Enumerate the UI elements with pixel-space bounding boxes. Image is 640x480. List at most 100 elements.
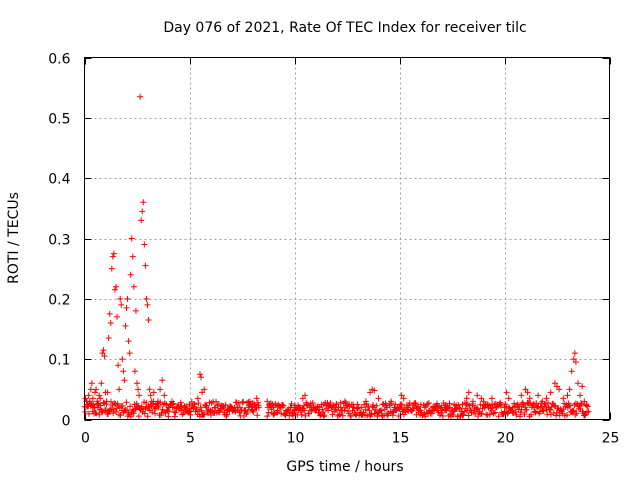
band-point (244, 409, 251, 416)
band-point (320, 413, 327, 420)
data-point (84, 401, 91, 408)
band-point (490, 410, 497, 417)
data-point (425, 407, 432, 414)
band-point (246, 398, 253, 405)
grid-lines (84, 57, 610, 420)
data-point (165, 404, 172, 411)
data-point (128, 235, 135, 242)
data-point (404, 404, 411, 411)
band-point (581, 412, 588, 419)
band-point (239, 399, 246, 406)
data-point (138, 217, 145, 224)
band-point (341, 407, 348, 414)
band-point (465, 412, 472, 419)
band-point (119, 402, 126, 409)
y-tick-label: 0.5 (48, 112, 70, 128)
data-point (211, 404, 218, 411)
band-point (500, 411, 507, 418)
band-point (564, 411, 571, 418)
band-point (223, 413, 230, 420)
data-point (251, 401, 258, 408)
data-point (329, 404, 336, 411)
band-point (289, 412, 296, 419)
band-point (138, 403, 145, 410)
data-point (157, 386, 164, 393)
x-tick-label: 15 (392, 431, 410, 447)
band-point (298, 411, 305, 418)
data-point (137, 93, 144, 100)
data-point (398, 392, 405, 399)
data-point (163, 401, 170, 408)
data-point (560, 395, 567, 402)
band-point (250, 408, 257, 415)
data-point (115, 362, 122, 369)
band-point (517, 413, 524, 420)
band-point (531, 408, 538, 415)
x-tick-labels: 0 5 10 15 20 25 (81, 431, 619, 447)
data-point (88, 380, 95, 387)
band-point (429, 408, 436, 415)
data-point (147, 392, 154, 399)
data-point (480, 398, 487, 405)
band-point (544, 399, 551, 406)
band-point (364, 412, 371, 419)
data-point (522, 386, 529, 393)
data-point (139, 208, 146, 215)
data-point (501, 404, 508, 411)
x-tick-label: 0 (81, 431, 90, 447)
data-point (488, 395, 495, 402)
band-point (521, 411, 528, 418)
band-point (149, 409, 156, 416)
data-point (383, 404, 390, 411)
band-point (511, 400, 518, 407)
band-point (327, 399, 334, 406)
band-point (373, 402, 380, 409)
data-point (484, 401, 491, 408)
band-point (96, 411, 103, 418)
data-point (320, 401, 327, 408)
data-point (554, 383, 560, 390)
data-point (438, 404, 445, 411)
band-point (82, 408, 89, 415)
x-tick-label: 10 (287, 431, 305, 447)
data-point (117, 295, 124, 302)
band-point (352, 411, 359, 418)
band-point (367, 411, 374, 418)
data-point (270, 404, 277, 411)
band-point (235, 400, 242, 407)
band-point (265, 409, 272, 416)
data-point (556, 386, 563, 393)
band-point (376, 408, 383, 415)
band-point (438, 409, 445, 416)
band-point (428, 410, 435, 417)
y-tick-label: 0.6 (48, 52, 70, 68)
data-point (291, 407, 298, 414)
data-point (120, 368, 127, 375)
band-point (160, 408, 167, 415)
data-point (123, 304, 130, 311)
band-point (517, 409, 524, 416)
data-point (146, 386, 153, 393)
data-point (94, 398, 101, 405)
data-point (413, 404, 420, 411)
data-point (140, 199, 147, 206)
band-point (334, 407, 341, 414)
data-point (577, 392, 584, 399)
data-point (131, 368, 138, 375)
data-point (159, 377, 166, 384)
data-point (274, 407, 281, 414)
data-point (249, 407, 256, 414)
band-point (302, 412, 309, 419)
data-point (224, 407, 231, 414)
data-point (134, 380, 140, 387)
data-point (302, 392, 308, 399)
band-point (548, 404, 555, 411)
data-point (148, 398, 155, 405)
data-point (201, 386, 208, 393)
band-point (533, 404, 540, 411)
data-point (125, 338, 132, 345)
band-point (532, 409, 539, 416)
band-point (290, 409, 297, 416)
band-point (456, 405, 463, 412)
